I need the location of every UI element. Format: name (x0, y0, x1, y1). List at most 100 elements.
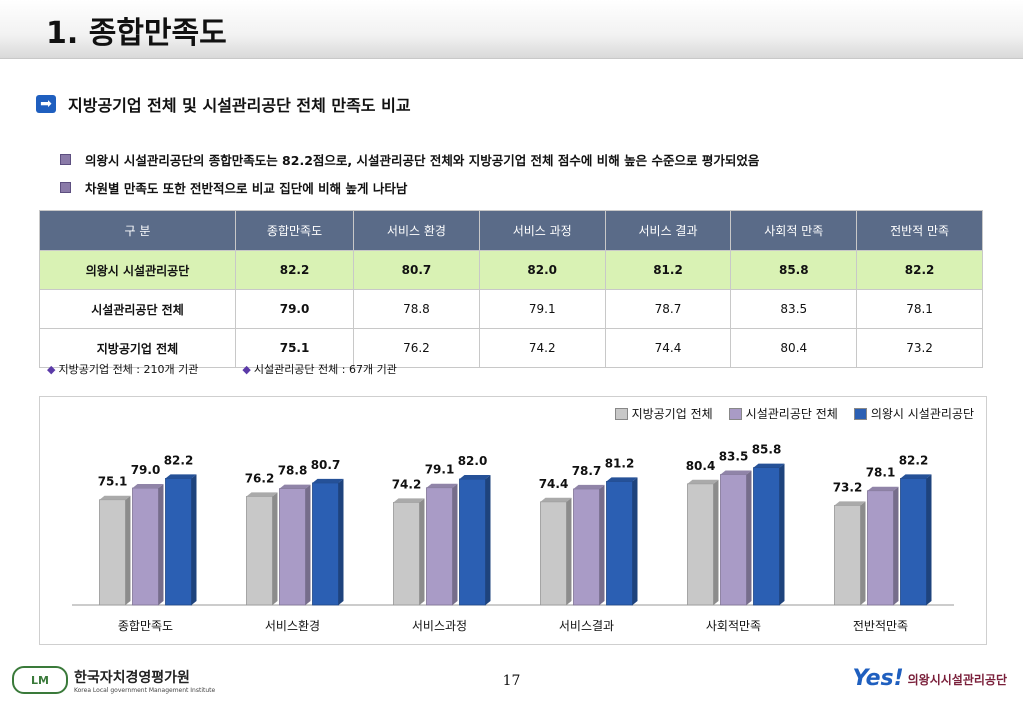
legend-swatch (728, 407, 742, 420)
table-header-cell: 서비스 결과 (604, 210, 732, 251)
bar (867, 486, 899, 606)
bar (540, 497, 572, 606)
bar (900, 474, 932, 606)
table-cell: 74.2 (478, 328, 606, 368)
bar-value-label: 82.2 (164, 453, 194, 467)
table-row: 지방공기업 전체 75.1 76.2 74.2 74.4 80.4 73.2 (39, 328, 983, 368)
table-cell: 73.2 (856, 328, 983, 368)
bar-value-label: 82.0 (458, 454, 488, 468)
table-row: 시설관리공단 전체 79.0 78.8 79.1 78.7 83.5 78.1 (39, 289, 983, 329)
table-cell: 74.4 (604, 328, 732, 368)
bar (246, 492, 278, 606)
legend-item: 지방공기업 전체 (614, 405, 713, 422)
x-tick-label: 전반적만족 (853, 619, 908, 633)
corporation-logo: Yes! 의왕시시설관리공단 (852, 666, 1007, 691)
bar-value-label: 73.2 (833, 480, 863, 494)
bar (279, 484, 311, 606)
table-cell: 78.7 (604, 289, 732, 329)
square-bullet-icon (60, 181, 71, 193)
table-cell: 82.0 (478, 250, 606, 290)
square-bullet-icon (60, 153, 71, 165)
table-cell: 79.0 (234, 289, 355, 329)
table-cell: 80.4 (730, 328, 858, 368)
table-cell: 78.8 (353, 289, 480, 329)
satisfaction-table: 구 분 종합만족도 서비스 환경 서비스 과정 서비스 결과 사회적 만족 전반… (39, 210, 983, 368)
note-text: 시설관리공단 전체 : 67개 기관 (253, 363, 397, 376)
table-header-cell: 사회적 만족 (730, 210, 858, 251)
table-header-cell: 서비스 환경 (353, 210, 480, 251)
institute-name: 한국자치경영평가원 (74, 669, 190, 686)
diamond-icon: ◆ (242, 363, 251, 376)
table-cell: 80.7 (353, 250, 480, 290)
bar (834, 501, 866, 606)
bar (720, 470, 752, 606)
page-number: 17 (502, 673, 521, 689)
bar (426, 483, 458, 606)
bar-value-label: 74.4 (539, 477, 569, 491)
bar (753, 463, 785, 606)
bar-value-label: 85.8 (752, 443, 782, 457)
x-tick-label: 서비스과정 (412, 619, 467, 633)
bar-value-label: 78.8 (278, 464, 308, 478)
bar-value-label: 81.2 (605, 456, 635, 470)
bar-value-label: 78.1 (866, 466, 896, 480)
bar-value-label: 75.1 (98, 475, 128, 489)
table-cell: 81.2 (604, 250, 732, 290)
table-header-row: 구 분 종합만족도 서비스 환경 서비스 과정 서비스 결과 사회적 만족 전반… (39, 210, 983, 251)
title-bar: 1. 종합만족도 (0, 0, 1023, 59)
table-cell: 78.1 (856, 289, 983, 329)
institute-logo: LM 한국자치경영평가원 Korea Local government Mana… (12, 666, 215, 694)
section-heading-text: 지방공기업 전체 및 시설관리공단 전체 만족도 비교 (68, 96, 411, 115)
bullet-item: 의왕시 시설관리공단의 종합만족도는 82.2점으로, 시설관리공단 전체와 지… (60, 145, 759, 173)
legend-swatch (853, 407, 867, 420)
x-tick-label: 서비스환경 (265, 619, 320, 633)
table-row: 의왕시 시설관리공단 82.2 80.7 82.0 81.2 85.8 82.2 (39, 250, 983, 290)
bar (132, 484, 164, 606)
table-notes: ◆ 지방공기업 전체 : 210개 기관 ◆ 시설관리공단 전체 : 67개 기관 (47, 361, 441, 377)
page-title: 1. 종합만족도 (46, 16, 227, 51)
table-header-cell: 구 분 (39, 210, 236, 251)
table-header-cell: 서비스 과정 (478, 210, 606, 251)
note-item: ◆ 시설관리공단 전체 : 67개 기관 (242, 361, 396, 377)
bar (312, 478, 344, 606)
bar-value-label: 74.2 (392, 477, 422, 491)
legend-label: 의왕시 시설관리공단 (870, 407, 974, 421)
chart-legend: 지방공기업 전체 시설관리공단 전체 의왕시 시설관리공단 (599, 405, 974, 422)
bar (606, 477, 638, 606)
x-tick-label: 사회적만족 (706, 619, 761, 633)
bar-value-label: 80.4 (686, 459, 716, 473)
bar (393, 498, 425, 606)
bar-value-label: 79.1 (425, 463, 455, 477)
table-cell: 75.1 (234, 328, 355, 368)
bar-value-label: 80.7 (311, 458, 341, 472)
table-row-label: 의왕시 시설관리공단 (39, 250, 236, 290)
diamond-icon: ◆ (47, 363, 56, 376)
table-cell: 82.2 (234, 250, 355, 290)
table-cell: 79.1 (478, 289, 606, 329)
legend-item: 의왕시 시설관리공단 (853, 405, 974, 422)
note-item: ◆ 지방공기업 전체 : 210개 기관 (47, 361, 198, 377)
bullet-list: 의왕시 시설관리공단의 종합만족도는 82.2점으로, 시설관리공단 전체와 지… (60, 145, 759, 201)
legend-label: 지방공기업 전체 (631, 407, 713, 421)
table-row-label: 시설관리공단 전체 (39, 289, 236, 329)
x-tick-label: 종합만족도 (118, 619, 173, 633)
bar-value-label: 83.5 (719, 450, 749, 464)
bar-value-label: 79.0 (131, 463, 161, 477)
table-cell: 85.8 (730, 250, 858, 290)
footer: LM 한국자치경영평가원 Korea Local government Mana… (0, 660, 1023, 708)
legend-item: 시설관리공단 전체 (728, 405, 838, 422)
bullet-text: 의왕시 시설관리공단의 종합만족도는 82.2점으로, 시설관리공단 전체와 지… (85, 152, 760, 168)
bar (573, 484, 605, 606)
table-cell: 82.2 (856, 250, 983, 290)
bar (165, 474, 197, 606)
note-text: 지방공기업 전체 : 210개 기관 (58, 363, 199, 376)
bar (99, 495, 131, 606)
table-row-label: 지방공기업 전체 (39, 328, 236, 368)
bullet-item: 차원별 만족도 또한 전반적으로 비교 집단에 비해 높게 나타남 (60, 173, 759, 201)
institute-name-en: Korea Local government Management Instit… (74, 686, 216, 694)
table-header-cell: 종합만족도 (234, 210, 355, 251)
legend-label: 시설관리공단 전체 (745, 407, 838, 421)
bar (459, 475, 491, 606)
table-header-cell: 전반적 만족 (856, 210, 983, 251)
